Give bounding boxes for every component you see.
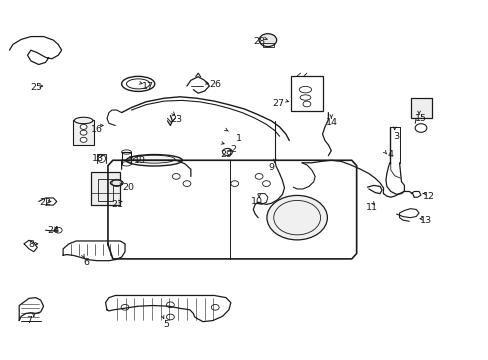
Text: 10: 10 [250, 197, 262, 206]
Text: 1: 1 [235, 134, 241, 143]
Circle shape [80, 137, 87, 142]
Circle shape [80, 125, 87, 130]
Text: 3: 3 [393, 132, 399, 141]
Circle shape [414, 124, 426, 132]
Text: 12: 12 [422, 192, 434, 201]
Circle shape [255, 174, 263, 179]
Bar [98, 179, 113, 201]
Text: 17: 17 [142, 82, 154, 91]
Text: 9: 9 [268, 163, 274, 172]
Text: 13: 13 [419, 216, 431, 225]
Text: 2: 2 [230, 145, 236, 154]
Circle shape [183, 181, 190, 186]
Text: 4: 4 [387, 150, 393, 159]
Circle shape [222, 148, 232, 156]
Circle shape [230, 181, 238, 186]
Circle shape [262, 181, 270, 186]
Circle shape [172, 174, 180, 179]
Text: 18: 18 [92, 154, 104, 163]
Ellipse shape [74, 117, 93, 124]
Text: 15: 15 [414, 114, 426, 123]
Text: 28: 28 [253, 37, 264, 46]
Text: 20: 20 [122, 183, 134, 192]
Text: 11: 11 [366, 203, 378, 212]
Circle shape [259, 34, 276, 46]
Ellipse shape [110, 180, 123, 186]
Circle shape [166, 314, 174, 320]
Text: 29: 29 [220, 150, 231, 159]
Text: 26: 26 [209, 81, 221, 90]
Bar [290, 76, 322, 111]
Text: 14: 14 [325, 118, 338, 127]
Ellipse shape [126, 154, 182, 166]
Text: 23: 23 [170, 115, 182, 124]
Bar [73, 121, 94, 145]
Bar [91, 172, 120, 205]
Text: 5: 5 [163, 320, 169, 329]
Text: 7: 7 [26, 316, 32, 325]
Text: 24: 24 [47, 226, 59, 235]
Text: 22: 22 [40, 198, 51, 207]
Circle shape [211, 305, 219, 310]
Text: 25: 25 [30, 83, 41, 92]
Text: 19: 19 [133, 156, 145, 165]
Circle shape [166, 302, 174, 308]
Text: 6: 6 [83, 258, 89, 267]
Bar [263, 43, 273, 46]
Bar [410, 98, 431, 118]
Circle shape [266, 195, 327, 240]
Text: 16: 16 [91, 125, 103, 134]
Text: 21: 21 [111, 200, 123, 209]
Text: 27: 27 [272, 99, 284, 108]
Text: 8: 8 [28, 240, 34, 249]
Circle shape [80, 130, 87, 135]
Circle shape [121, 305, 129, 310]
